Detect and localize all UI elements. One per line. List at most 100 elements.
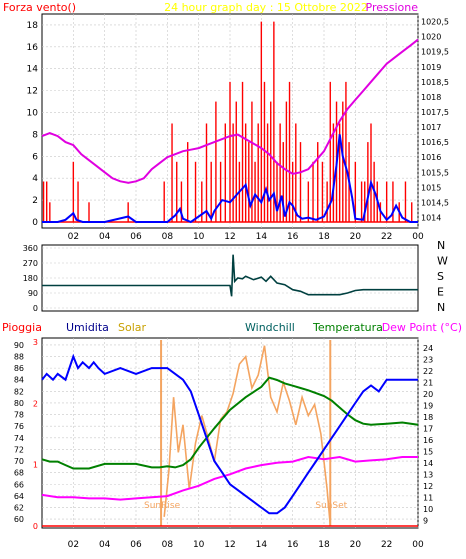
y-right-tick-label: 1015 — [421, 183, 441, 192]
x-tick-label: 12 — [224, 232, 235, 242]
temperature-tick-label: 24 — [423, 344, 433, 353]
humidity-tick-label: 74 — [14, 434, 24, 443]
x-tick-label: 08 — [162, 540, 174, 550]
y-left-tick-label: 8 — [32, 130, 38, 140]
humidity-tick-label: 84 — [14, 376, 24, 385]
humidity-tick-label: 66 — [14, 480, 24, 489]
direction-tick-label: 360 — [23, 244, 38, 253]
windchill-label: Windchill — [245, 321, 295, 334]
temperature-humidity-plot — [41, 337, 419, 529]
humidity-tick-label: 78 — [14, 411, 24, 420]
compass-label: S — [437, 270, 444, 283]
temperature-humidity-series — [41, 353, 419, 527]
humidity-tick-label: 64 — [14, 492, 24, 501]
y-right-tick-label: 1018,5 — [421, 78, 449, 87]
x-tick-label: 04 — [99, 232, 111, 242]
y-left-tick-label: 14 — [27, 65, 39, 75]
y-right-tick-label: 1016,5 — [421, 138, 449, 147]
compass-label: W — [437, 255, 448, 268]
wind-direction-line — [42, 254, 418, 297]
compass-label: N — [437, 301, 445, 314]
direction-tick-label: 180 — [23, 274, 38, 283]
humidity-tick-label: 60 — [14, 515, 24, 524]
y-left-tick-label: 16 — [27, 43, 39, 53]
y-right-tick-label: 1020,5 — [421, 18, 449, 27]
wind-average-series — [42, 134, 418, 224]
x-tick-label: 16 — [287, 232, 299, 242]
x-tick-label: 14 — [256, 232, 268, 242]
y-left-tick-label: 4 — [32, 174, 38, 184]
rain-tick-label: 1 — [33, 461, 38, 470]
y-left-tick-label: 0 — [32, 218, 38, 228]
rain-tick-label: 2 — [33, 399, 38, 408]
solar-label: Solar — [118, 321, 147, 334]
compass-label: N — [437, 239, 445, 252]
temperature-tick-label: 16 — [423, 436, 433, 445]
temperature-line — [41, 376, 419, 470]
wind-direction-grid — [42, 247, 418, 309]
temperature-tick-label: 19 — [423, 401, 433, 410]
wind-pressure-ticks: 02 04 06 08 10 12 14 16 18 20 22 000246810121416181… — [27, 18, 449, 242]
humidity-tick-label: 68 — [14, 469, 24, 478]
y-left-tick-label: 6 — [32, 152, 38, 162]
x-tick-label: 18 — [318, 540, 330, 550]
x-tick-label: 18 — [318, 232, 330, 242]
direction-tick-label: 0 — [33, 304, 38, 313]
humidity-tick-label: 70 — [14, 457, 24, 466]
temperature-tick-label: 13 — [423, 470, 433, 479]
temperature-tick-label: 23 — [423, 355, 433, 364]
y-left-tick-label: 18 — [27, 21, 39, 31]
pressure-label: Pressione — [366, 1, 419, 14]
temperature-tick-label: 20 — [423, 390, 433, 399]
temperature-tick-label: 10 — [423, 505, 433, 514]
humidity-label: Umidita — [66, 321, 109, 334]
y-right-tick-label: 1015,5 — [421, 168, 449, 177]
temperature-tick-label: 18 — [423, 413, 433, 422]
temperature-label: Temperatura — [312, 321, 383, 334]
x-tick-label: 12 — [224, 540, 235, 550]
x-tick-label: 04 — [99, 540, 111, 550]
x-tick-label: 20 — [350, 232, 362, 242]
y-right-tick-label: 1017 — [421, 123, 441, 132]
sun-marker-label: SunSet — [315, 501, 347, 511]
y-right-tick-label: 1020 — [421, 33, 441, 42]
humidity-tick-label: 72 — [14, 445, 24, 454]
temperature-humidity-ticks: 02 04 06 08 10 12 14 16 18 20 22 006062646668707274… — [14, 338, 433, 550]
dew-point-label: Dew Point (°C) — [382, 321, 462, 334]
x-tick-label: 00 — [412, 540, 424, 550]
solar-line — [163, 345, 332, 527]
y-right-tick-label: 1016 — [421, 153, 441, 162]
humidity-line — [41, 353, 418, 515]
y-right-tick-label: 1014 — [421, 213, 441, 222]
solar-series — [163, 345, 332, 527]
humidity-tick-label: 76 — [14, 422, 24, 431]
y-left-tick-label: 2 — [32, 196, 38, 206]
temperature-tick-label: 15 — [423, 447, 433, 456]
x-tick-label: 22 — [381, 232, 392, 242]
sun-marker-label: SunRise — [144, 501, 181, 511]
temperature-tick-label: 14 — [423, 459, 433, 468]
y-right-tick-label: 1018 — [421, 93, 441, 102]
x-tick-label: 10 — [193, 540, 205, 550]
temperature-tick-label: 9 — [423, 516, 428, 525]
y-left-tick-label: 10 — [27, 109, 39, 119]
temperature-tick-label: 21 — [423, 378, 433, 387]
x-tick-label: 06 — [130, 540, 142, 550]
humidity-tick-label: 62 — [14, 503, 24, 512]
wind-average-line — [42, 134, 418, 224]
humidity-tick-label: 88 — [14, 353, 24, 362]
x-tick-label: 08 — [162, 232, 174, 242]
x-tick-label: 22 — [381, 540, 392, 550]
pressure-series — [41, 38, 419, 184]
direction-tick-label: 270 — [23, 259, 38, 268]
y-left-tick-label: 12 — [27, 87, 38, 97]
x-tick-label: 00 — [412, 232, 424, 242]
humidity-tick-label: 80 — [14, 399, 24, 408]
y-right-tick-label: 1014,5 — [421, 198, 449, 207]
wind-speed-label: Forza vento() — [3, 1, 76, 14]
y-right-tick-label: 1019 — [421, 63, 441, 72]
y-right-tick-label: 1017,5 — [421, 108, 449, 117]
x-tick-label: 02 — [68, 540, 79, 550]
